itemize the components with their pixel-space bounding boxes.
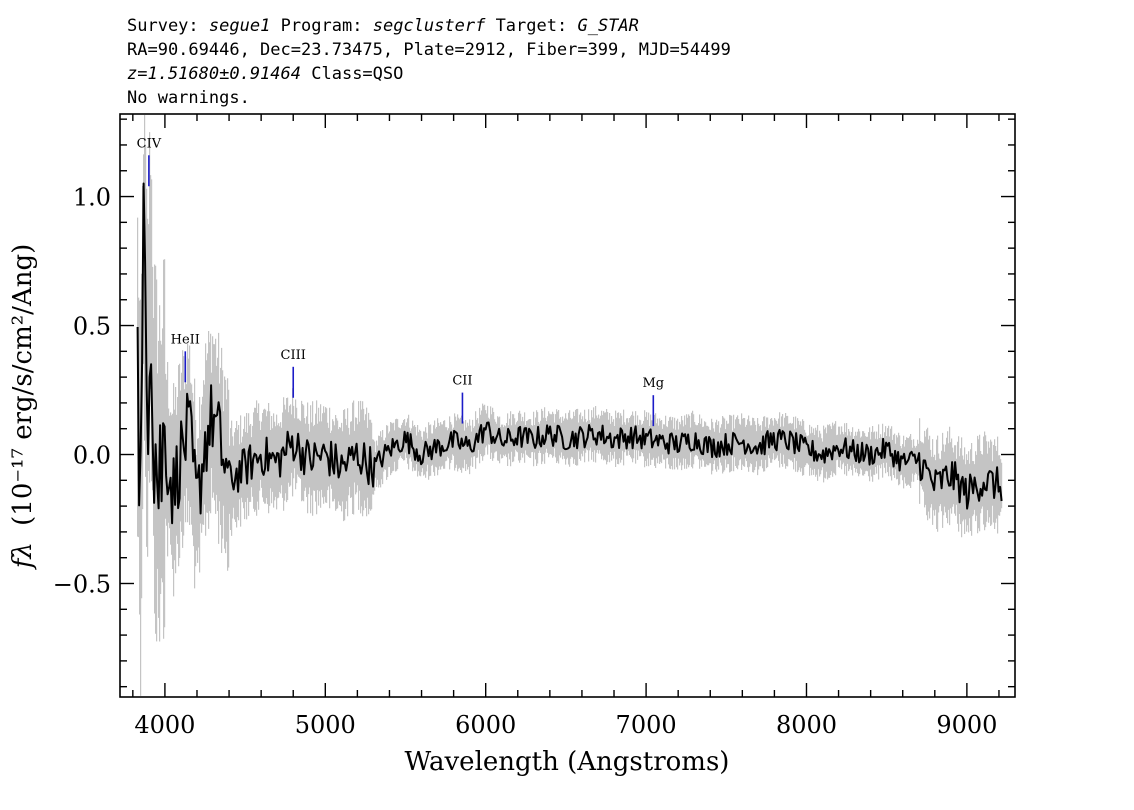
emission-line-label: CIV [137,136,162,151]
flux-layer [136,182,1003,525]
header-line-1: Survey: segue1 Program: segclusterf Targ… [127,16,639,36]
emission-line-label: Mg [642,376,664,391]
x-tick-label: 8000 [776,711,837,739]
x-tick-label: 4000 [134,711,195,739]
emission-line-label: HeII [171,332,200,347]
program-label: Program: [281,16,363,36]
x-tick-label: 5000 [295,711,356,739]
y-axis-title: fλ (10⁻¹⁷ erg/s/cm²/Ang) [8,244,38,570]
header: Survey: segue1 Program: segclusterf Targ… [127,16,731,108]
header-line-2: RA=90.69446, Dec=23.73475, Plate=2912, F… [127,40,731,60]
error-band [137,115,1003,696]
y-tick-label: −0.5 [53,570,111,598]
plot-frame [119,113,1016,698]
x-tick-label: 6000 [455,711,516,739]
y-axis-symbol: fλ [8,542,38,570]
class-value: Class=QSO [311,64,403,84]
emission-line-label: CII [452,374,472,389]
axis-ticks: 4000 5000 6000 7000 8000 9000 −0.5 0.0 0.5 1.0 [53,114,1015,739]
x-tick-label: 7000 [616,711,677,739]
redshift-value: z=1.51680±0.91464 [127,64,301,84]
y-tick-label: 0.5 [73,313,111,341]
x-tick-label: 9000 [936,711,997,739]
emission-line-layer: CIV HeII CIII CII Mg [137,136,664,427]
header-warnings: No warnings. [127,88,250,108]
survey-value: segue1 [209,16,270,36]
target-label: Target: [496,16,568,36]
flux-series-line [136,182,1003,525]
x-axis-title: Wavelength (Angstroms) [405,747,730,777]
error-band-layer [137,115,1003,696]
y-tick-label: 0.0 [73,442,111,470]
emission-line-label: CIII [281,348,306,363]
program-value: segclusterf [373,16,486,36]
y-tick-label: 1.0 [73,184,111,212]
header-line-3: z=1.51680±0.91464 Class=QSO [127,64,403,84]
target-value: G_STAR [577,16,638,36]
y-axis-units: (10⁻¹⁷ erg/s/cm²/Ang) [8,244,38,526]
survey-label: Survey: [127,16,199,36]
